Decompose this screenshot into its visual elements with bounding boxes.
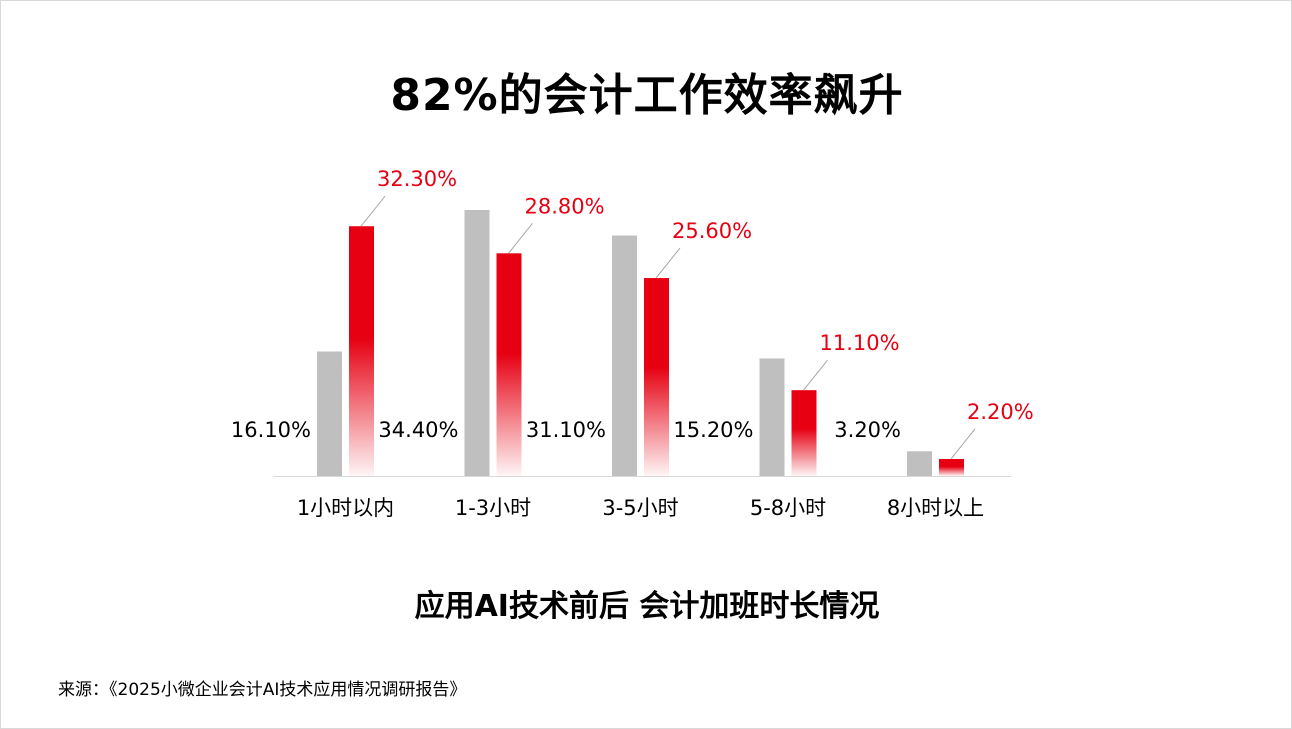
bar-before-3 <box>612 235 637 476</box>
labels-group: 16.10% 32.30% 1小时以内 34.40% 28.80% 1-3小时 31.10%… <box>231 167 1034 520</box>
bar-before-1 <box>317 351 342 476</box>
label-after-1: 32.30% <box>377 167 457 191</box>
leader-line-3 <box>655 247 681 279</box>
label-before-3: 31.10% <box>526 418 606 442</box>
label-after-2: 28.80% <box>525 194 605 218</box>
leader-line-1 <box>360 195 386 227</box>
leader-line-2 <box>508 222 533 254</box>
label-after-3: 25.60% <box>672 219 752 243</box>
label-after-4: 11.10% <box>820 331 900 355</box>
bars-group <box>317 210 964 476</box>
label-before-2: 34.40% <box>378 418 458 442</box>
x-tick-label-5: 8小时以上 <box>887 496 984 520</box>
leader-line-4 <box>803 359 828 391</box>
bar-after-2 <box>496 253 522 476</box>
bar-after-4 <box>791 390 817 476</box>
bar-before-2 <box>464 210 490 476</box>
bar-after-5 <box>939 458 964 476</box>
bar-after-3 <box>644 278 669 476</box>
leader-line-5 <box>950 428 976 460</box>
bar-before-4 <box>759 358 785 476</box>
x-tick-label-2: 1-3小时 <box>455 496 531 520</box>
x-tick-label-3: 3-5小时 <box>602 496 678 520</box>
label-before-1: 16.10% <box>231 418 311 442</box>
x-tick-label-1: 1小时以内 <box>297 496 394 520</box>
chart-subtitle: 应用AI技术前后 会计加班时长情况 <box>414 589 880 624</box>
label-before-5: 3.20% <box>834 418 901 442</box>
label-before-4: 15.20% <box>673 418 753 442</box>
bar-after-1 <box>349 226 374 476</box>
bar-before-5 <box>907 451 932 476</box>
label-after-5: 2.20% <box>967 400 1034 424</box>
chart-title: 82%的会计工作效率飙升 <box>390 70 904 121</box>
source-note: 来源：《2025小微企业会计AI技术应用情况调研报告》 <box>58 680 467 700</box>
x-tick-label-4: 5-8小时 <box>750 496 826 520</box>
